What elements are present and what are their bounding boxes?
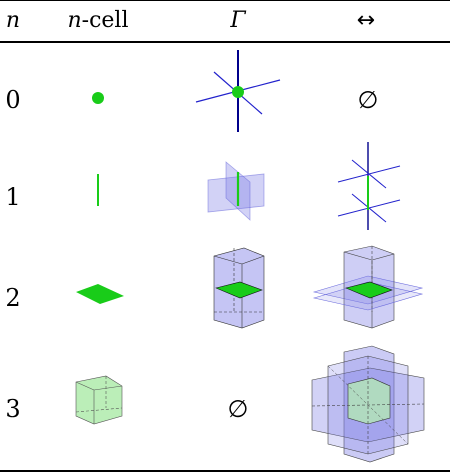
row3-gamma-empty: ∅ xyxy=(227,395,249,423)
row2-gamma xyxy=(212,246,268,332)
row2-ncell xyxy=(70,280,130,308)
row1-ncell xyxy=(90,172,106,212)
row0-ncell xyxy=(88,88,108,108)
row-label-1: 1 xyxy=(5,183,21,211)
point-0cell xyxy=(92,92,104,104)
bottom-rule xyxy=(0,470,450,472)
header-n: n xyxy=(5,8,21,33)
top-rule xyxy=(0,0,450,1)
row1-gamma xyxy=(206,158,270,222)
header-gamma: Γ xyxy=(230,8,246,33)
header-arrow: ↔ xyxy=(356,8,376,33)
row3-ncell xyxy=(72,372,128,428)
row0-arrow-empty: ∅ xyxy=(357,86,379,114)
row2-arrow xyxy=(312,245,424,334)
header-n-cell: n-cell xyxy=(67,8,129,33)
row-label-0: 0 xyxy=(5,86,21,114)
row0-gamma xyxy=(194,50,284,134)
row-label-2: 2 xyxy=(5,284,21,312)
row3-arrow xyxy=(310,344,428,464)
row1-arrow xyxy=(334,142,406,234)
row-label-3: 3 xyxy=(5,395,21,423)
header-rule xyxy=(0,41,450,43)
